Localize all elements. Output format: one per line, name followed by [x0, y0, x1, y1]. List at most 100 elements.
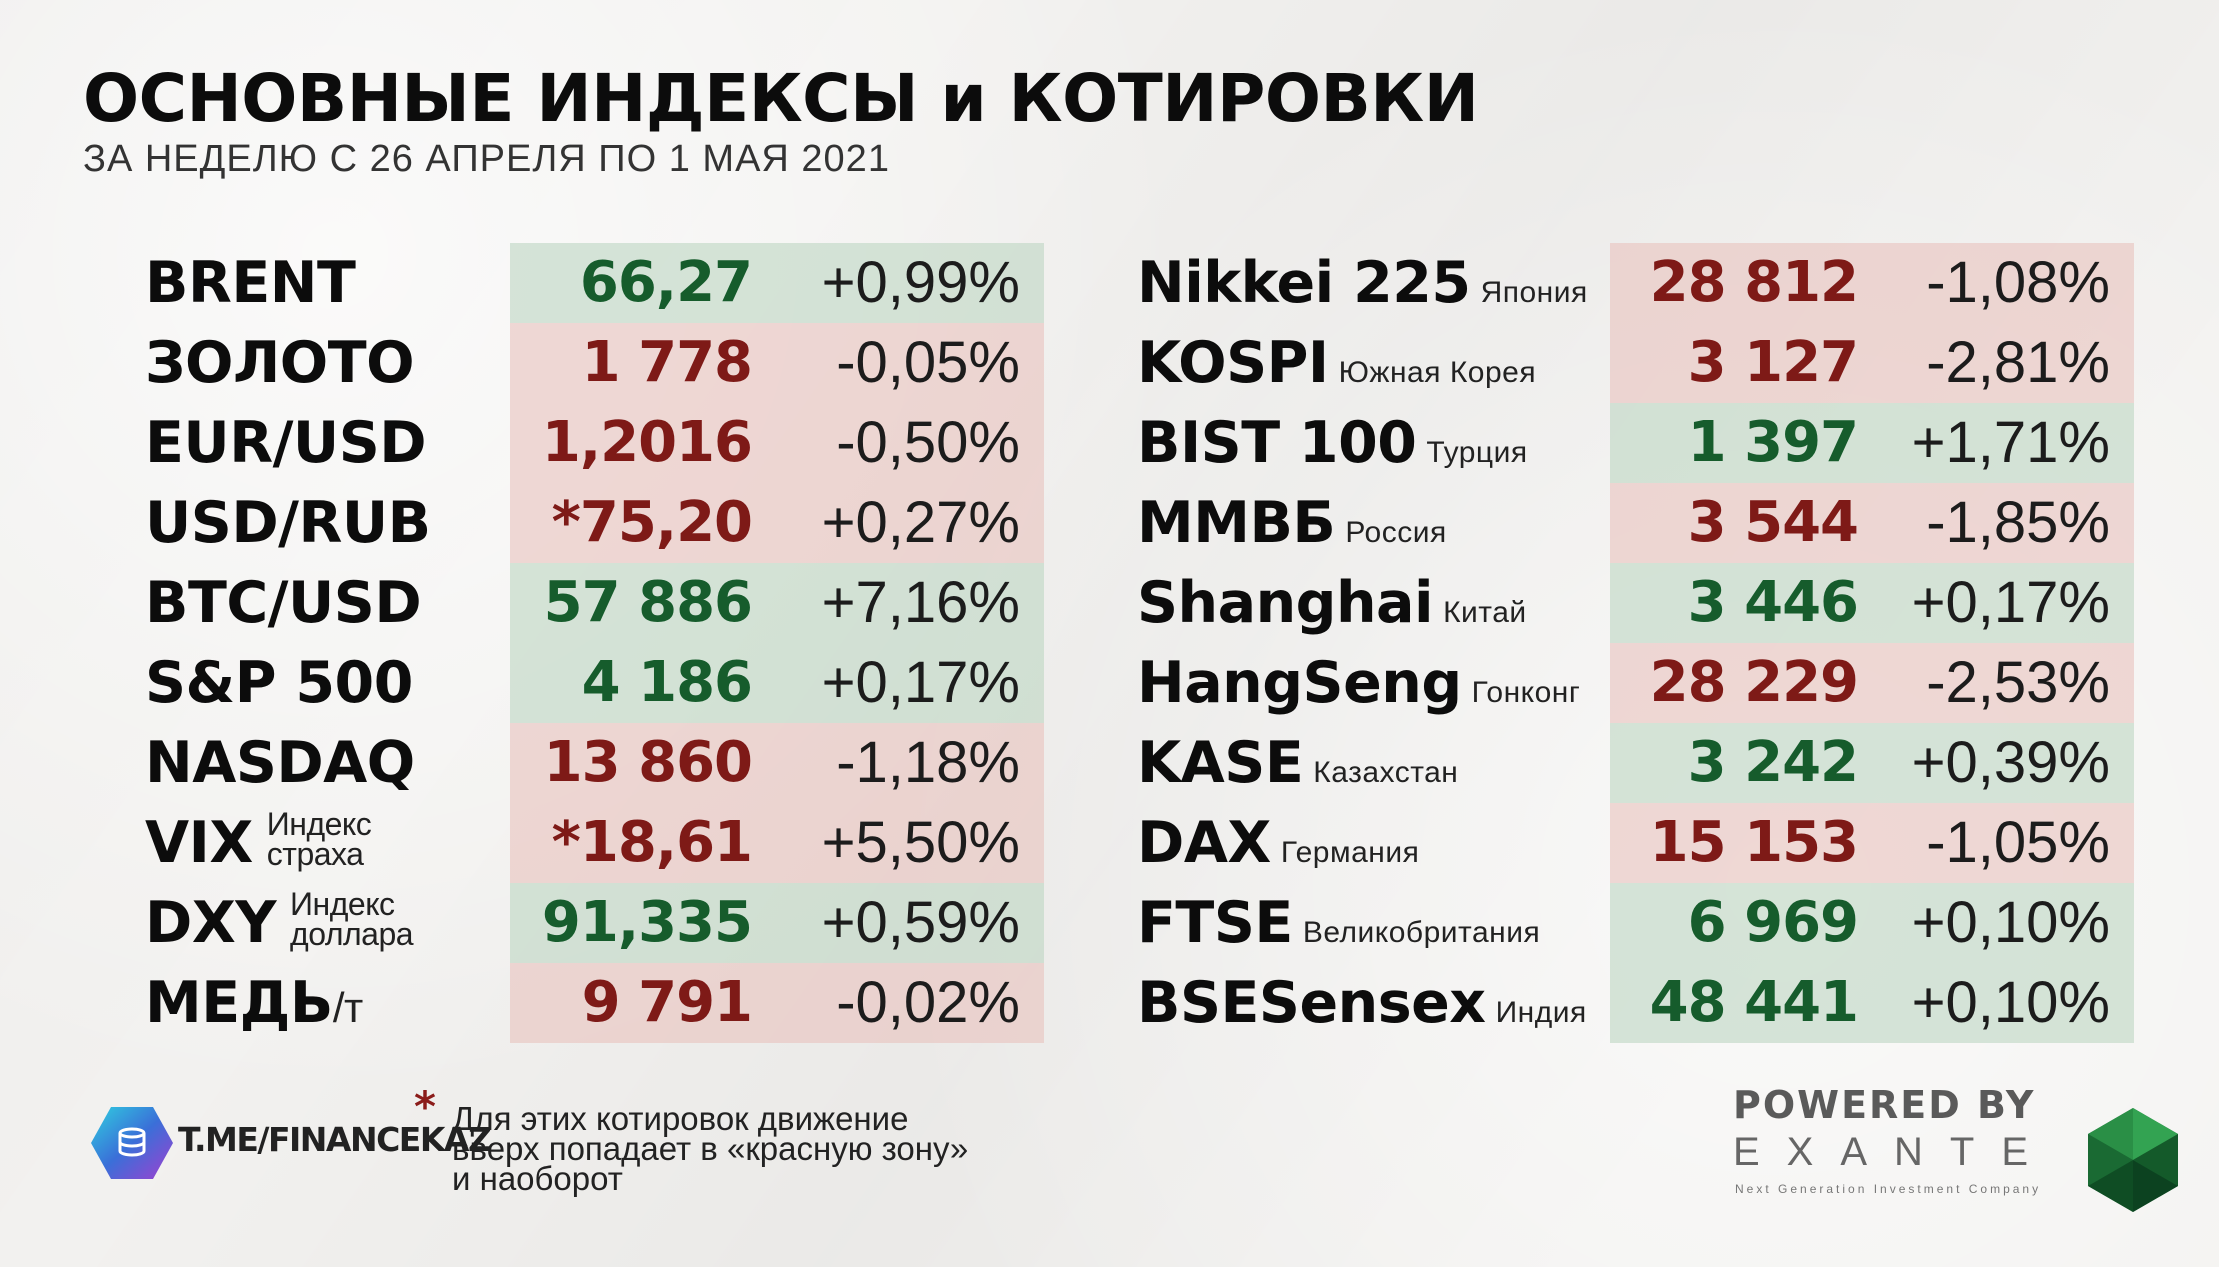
quote-change: -2,53%: [1926, 650, 2110, 715]
quote-zone-cell: [1610, 803, 2134, 883]
quote-change: -0,05%: [836, 330, 1020, 395]
quote-value: 6 969: [1687, 890, 1859, 955]
quote-zone-cell: [1610, 883, 2134, 963]
quote-change: -0,02%: [836, 970, 1020, 1035]
quote-change: +1,71%: [1911, 410, 2110, 475]
quote-value: 1 778: [581, 330, 753, 395]
quote-name-label: KOSPI: [1137, 330, 1329, 396]
quote-zone-cell: [510, 723, 1044, 803]
quote-zone-cell: [1610, 643, 2134, 723]
quote-zone-cell: [1610, 563, 2134, 643]
quote-change: +5,50%: [821, 810, 1020, 875]
quote-value: *18,61: [551, 810, 753, 875]
quote-value: 3 127: [1687, 330, 1859, 395]
quote-zone-cell: [510, 403, 1044, 483]
quote-zone-cell: [510, 643, 1044, 723]
quote-name-label: DAX: [1137, 810, 1271, 876]
quote-name: NASDAQ: [145, 723, 415, 803]
quote-name: DAX Германия: [1137, 803, 1419, 883]
quote-country: Великобритания: [1302, 916, 1541, 949]
quote-description-line: Индекс: [290, 886, 395, 923]
quote-change: -0,50%: [836, 410, 1020, 475]
quote-country: Китай: [1443, 596, 1527, 629]
quote-name: Nikkei 225 Япония: [1137, 243, 1588, 323]
quote-name-label: ЗОЛОТО: [145, 330, 415, 396]
quote-name-label: KASE: [1137, 730, 1304, 796]
exante-brand: EXANTE: [1733, 1130, 2056, 1174]
quote-zone-cell: [510, 563, 1044, 643]
quote-name: ММВБ Россия: [1137, 483, 1447, 563]
quote-description: Индекс доллара: [290, 886, 414, 953]
quote-change: +0,10%: [1911, 890, 2110, 955]
quote-value: 9 791: [581, 970, 753, 1035]
quote-value: 15 153: [1649, 810, 1859, 875]
emerald-logo-icon: [2088, 1108, 2178, 1212]
page-title: ОСНОВНЫЕ ИНДЕКСЫ и КОТИРОВКИ: [83, 60, 1479, 137]
quote-zone-cell: [1610, 483, 2134, 563]
quote-value: 3 446: [1687, 570, 1859, 635]
quote-name-label: EUR/USD: [145, 410, 427, 476]
quote-change: +0,17%: [1911, 570, 2110, 635]
quote-name: МЕДЬ/т: [145, 963, 363, 1043]
quote-country: Индия: [1495, 996, 1587, 1029]
quote-country: Германия: [1280, 836, 1420, 869]
quote-name-label: BRENT: [145, 250, 356, 316]
quote-zone-cell: [1610, 403, 2134, 483]
quote-name: BIST 100 Турция: [1137, 403, 1528, 483]
financekaz-logo-icon: [91, 1107, 173, 1179]
quote-name-label: BTC/USD: [145, 570, 422, 636]
quote-description-line: доллара: [290, 916, 414, 953]
footnote-asterisk: *: [414, 1082, 436, 1131]
quote-change: +0,59%: [821, 890, 1020, 955]
quote-value: 4 186: [581, 650, 753, 715]
quote-change: -1,18%: [836, 730, 1020, 795]
quote-name: EUR/USD: [145, 403, 427, 483]
quote-description: Индекс страха: [266, 806, 372, 873]
quote-name-label: Nikkei 225: [1137, 250, 1471, 316]
quote-name: KOSPI Южная Корея: [1137, 323, 1536, 403]
footnote-line: и наоборот: [452, 1160, 623, 1197]
powered-by-label: POWERED BY: [1733, 1083, 2036, 1127]
quote-name: BRENT: [145, 243, 356, 323]
quote-name-label: BIST 100: [1137, 410, 1417, 476]
quote-name-label: S&P 500: [145, 650, 413, 716]
quote-name: DXY Индекс доллара: [145, 883, 414, 963]
quote-name-label: МЕДЬ: [145, 970, 333, 1036]
quote-name-label: USD/RUB: [145, 490, 431, 556]
quote-value: 3 242: [1687, 730, 1859, 795]
quote-change: -2,81%: [1926, 330, 2110, 395]
quote-name-label: DXY: [145, 890, 277, 956]
quote-name-label: BSESensex: [1137, 970, 1486, 1036]
quote-description-line: страха: [266, 836, 364, 873]
quote-name: BTC/USD: [145, 563, 422, 643]
quote-change: +0,27%: [821, 490, 1020, 555]
quote-description-line: Индекс: [266, 806, 372, 843]
quote-country: Гонконг: [1471, 676, 1581, 709]
quote-name: USD/RUB: [145, 483, 431, 563]
quote-value: 28 812: [1649, 250, 1859, 315]
quote-country: Южная Корея: [1338, 356, 1537, 389]
quote-country: Турция: [1426, 436, 1528, 469]
quote-zone-cell: [510, 883, 1044, 963]
telegram-link[interactable]: T.ME/FINANCEKAZ: [178, 1120, 492, 1159]
quote-value: *75,20: [551, 490, 753, 555]
quote-name: HangSeng Гонконг: [1137, 643, 1580, 723]
quote-name-label: ММВБ: [1137, 490, 1336, 556]
footnote-line: Для этих котировок движение: [452, 1100, 909, 1137]
quote-value: 13 860: [543, 730, 753, 795]
quote-name: S&P 500: [145, 643, 413, 723]
quote-zone-cell: [510, 483, 1044, 563]
quote-change: -1,08%: [1926, 250, 2110, 315]
quote-value: 1,2016: [541, 410, 753, 475]
quote-zone-cell: [510, 963, 1044, 1043]
quote-change: +0,99%: [821, 250, 1020, 315]
quote-change: +0,17%: [821, 650, 1020, 715]
quote-zone-cell: [1610, 323, 2134, 403]
quote-name: ЗОЛОТО: [145, 323, 415, 403]
quote-country: Россия: [1345, 516, 1447, 549]
quote-change: -1,05%: [1926, 810, 2110, 875]
quote-name: KASE Казахстан: [1137, 723, 1458, 803]
quote-name: Shanghai Китай: [1137, 563, 1527, 643]
quote-change: +0,10%: [1911, 970, 2110, 1035]
quote-name-label: HangSeng: [1137, 650, 1462, 716]
